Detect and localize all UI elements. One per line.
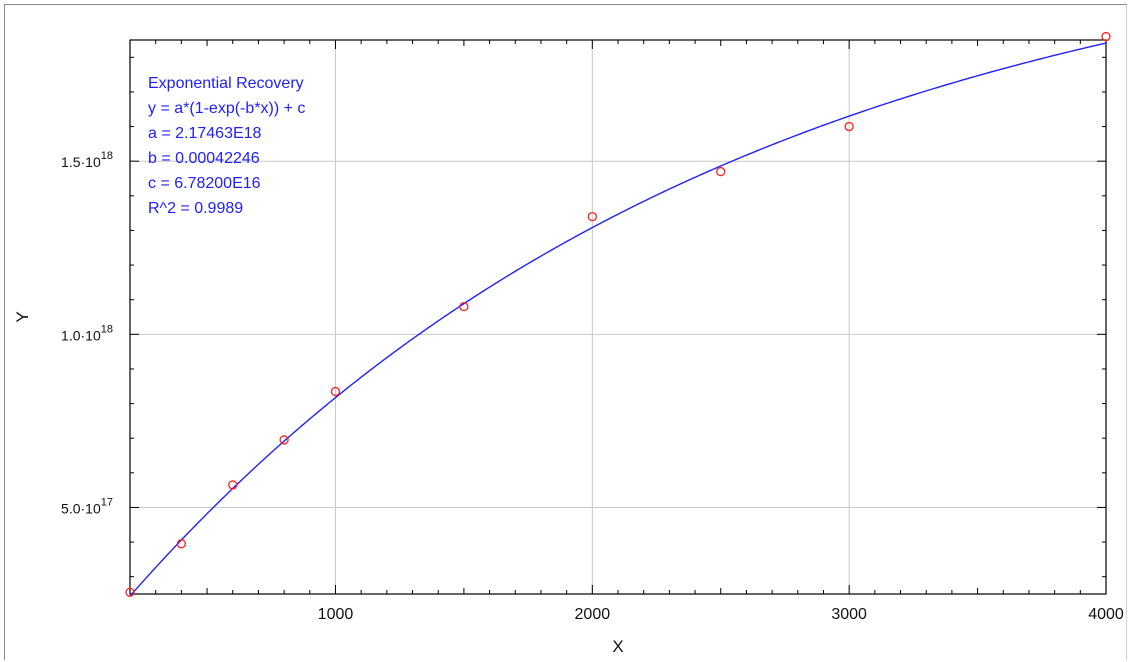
y-tick-label: 1.0·1018: [61, 323, 113, 343]
axis-ticks: [130, 40, 1106, 594]
fit-param-b: b = 0.00042246: [148, 150, 260, 167]
y-tick-exponent: 17: [101, 496, 113, 508]
data-point: [459, 301, 469, 312]
fit-equation: y = a*(1-exp(-b*x)) + c: [148, 100, 305, 117]
data-point: [587, 211, 597, 222]
y-tick-labels: 5.0·1017 1.0·1018 1.5·1018: [61, 150, 113, 516]
x-tick-label: 1000: [318, 606, 354, 623]
x-tick-label: 2000: [575, 606, 611, 623]
data-points: [125, 31, 1111, 597]
data-point: [176, 539, 187, 549]
data-point: [1101, 31, 1111, 42]
y-tick-exponent: 18: [101, 323, 113, 335]
data-point: [228, 480, 238, 490]
fit-param-a: a = 2.17463E18: [148, 125, 262, 142]
x-axis-title: X: [612, 637, 623, 656]
data-point: [330, 386, 341, 397]
fit-curve-layer: [129, 42, 1107, 597]
x-tick-labels: 1000 2000 3000 4000: [318, 606, 1124, 623]
window-frame: [4, 4, 1127, 660]
fit-annotation: Exponential Recovery y = a*(1-exp(-b*x))…: [148, 75, 305, 217]
fit-r-squared: R^2 = 0.9989: [148, 200, 243, 217]
x-tick-label: 3000: [831, 606, 867, 623]
y-tick-label: 1.5·1018: [61, 150, 113, 170]
data-point: [844, 121, 854, 132]
y-axis-title: Y: [13, 311, 32, 322]
x-tick-label: 4000: [1088, 606, 1124, 623]
plot-area: [129, 39, 1107, 595]
fit-title: Exponential Recovery: [148, 75, 304, 92]
fit-param-c: c = 6.78200E16: [148, 175, 261, 192]
y-tick-label: 5.0·1017: [61, 496, 113, 516]
data-point: [716, 166, 726, 177]
grid: [130, 40, 1107, 594]
data-point: [279, 435, 289, 445]
fit-curve: [129, 42, 1107, 597]
data-point: [125, 587, 135, 597]
y-tick-exponent: 18: [101, 150, 113, 162]
